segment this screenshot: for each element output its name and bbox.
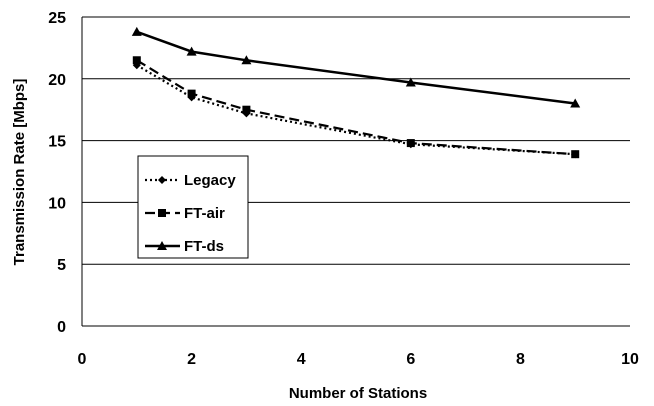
y-tick-labels: 0 5 10 15 20 25 [48, 10, 66, 336]
y-tick-label: 15 [48, 134, 66, 151]
legend-label-legacy: Legacy [184, 172, 236, 189]
legend-marker-legacy [158, 176, 166, 184]
data-point-ft-ds [405, 77, 416, 87]
legend-marker-ft-air [158, 209, 166, 217]
x-tick-label: 2 [187, 351, 196, 368]
y-tick-label: 20 [48, 72, 66, 89]
data-point-ft-air [406, 139, 415, 148]
x-tick-label: 6 [406, 351, 415, 368]
legend-label-ft-air: FT-air [184, 205, 225, 222]
legend-label-ft-ds: FT-ds [184, 238, 224, 255]
data-point-ft-air [187, 89, 196, 98]
data-point-ft-ds [241, 55, 252, 65]
data-point-ft-ds [570, 98, 581, 108]
x-tick-label: 4 [297, 351, 306, 368]
series-line-ft-ds [136, 30, 576, 105]
y-tick-label: 10 [48, 195, 66, 212]
data-point-legacy [132, 61, 141, 70]
legend-box [137, 155, 249, 259]
data-point-ft-air [571, 150, 580, 159]
x-tick-label: 10 [621, 351, 639, 368]
data-point-ft-air [242, 105, 251, 114]
y-tick-label: 0 [57, 319, 66, 336]
legend-marker-ft-ds [157, 241, 167, 250]
data-point-ft-ds [186, 46, 197, 56]
legend: Legacy FT-air FT-ds [137, 155, 249, 259]
x-tick-label: 0 [78, 351, 87, 368]
data-point-ft-ds [131, 26, 142, 36]
x-tick-labels: 0 2 4 6 8 10 [78, 351, 639, 368]
series-lines [131, 26, 581, 159]
x-tick-label: 8 [516, 351, 525, 368]
data-point-ft-air [132, 56, 141, 65]
y-tick-label: 25 [48, 10, 66, 27]
y-axis-title: Transmission Rate [Mbps] [11, 79, 28, 266]
axes [81, 17, 630, 327]
x-axis-title: Number of Stations [289, 385, 427, 402]
y-tick-label: 5 [57, 257, 66, 274]
